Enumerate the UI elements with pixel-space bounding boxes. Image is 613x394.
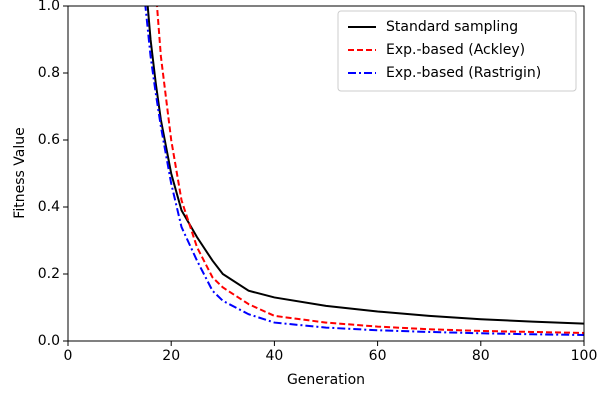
plot-frame [67,5,585,342]
x-tick-label: 80 [472,348,490,364]
x-axis-label: Generation [287,372,365,388]
series-line [146,6,584,325]
x-tick-label: 100 [571,348,598,364]
y-tick-label: 0.6 [38,132,60,148]
legend: Standard sampling Exp.-based (Ackley) Exp.… [337,10,577,92]
series-line [144,6,584,336]
x-tick-label: 60 [369,348,387,364]
y-tick-label: 0.0 [38,333,60,349]
legend-label: Exp.-based (Ackley) [386,42,525,58]
legend-box [337,10,577,92]
x-tick-label: 40 [265,348,283,364]
y-tick-label: 0.2 [38,266,60,282]
series-line [156,6,584,334]
y-tick-label: 0.4 [38,199,60,215]
legend-label: Standard sampling [386,19,518,35]
y-axis-label: Fitness Value [12,127,28,218]
plot-area [144,6,584,336]
y-tick-label: 1.0 [38,0,60,14]
x-tick-label: 0 [64,348,73,364]
y-tick-label: 0.8 [38,65,60,81]
legend-label: Exp.-based (Rastrigin) [386,65,541,81]
x-tick-label: 20 [162,348,180,364]
